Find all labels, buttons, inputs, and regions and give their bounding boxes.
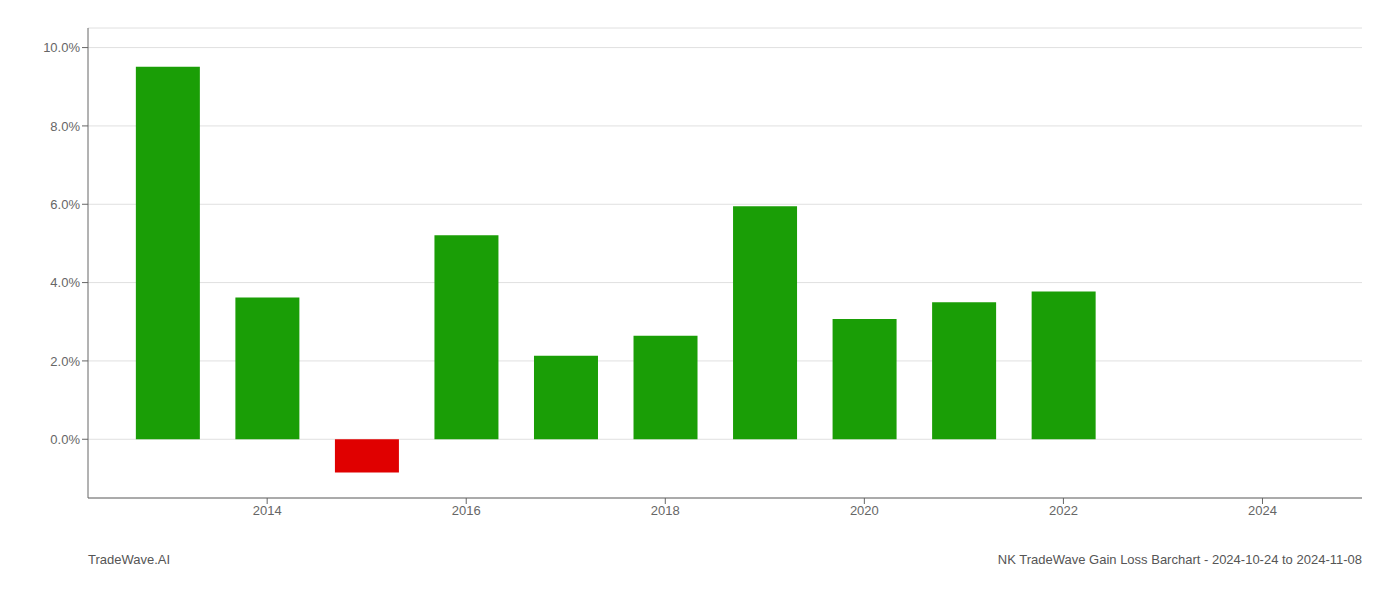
svg-text:2020: 2020 [850, 503, 879, 518]
svg-text:2024: 2024 [1248, 503, 1277, 518]
svg-text:10.0%: 10.0% [43, 40, 80, 55]
svg-text:4.0%: 4.0% [50, 275, 80, 290]
svg-text:2.0%: 2.0% [50, 354, 80, 369]
svg-text:2022: 2022 [1049, 503, 1078, 518]
svg-text:0.0%: 0.0% [50, 432, 80, 447]
html-text:NK TradeWave Gain Loss Barchar: NK TradeWave Gain Loss Barchart - 2024-1… [997, 552, 1362, 567]
svg-text:2018: 2018 [651, 503, 680, 518]
html-text:TradeWave.AI: TradeWave.AI [88, 552, 171, 567]
svg-text:2016: 2016 [452, 503, 481, 518]
svg-text:6.0%: 6.0% [50, 197, 80, 212]
svg-text:2014: 2014 [253, 503, 282, 518]
svg-text:8.0%: 8.0% [50, 119, 80, 134]
